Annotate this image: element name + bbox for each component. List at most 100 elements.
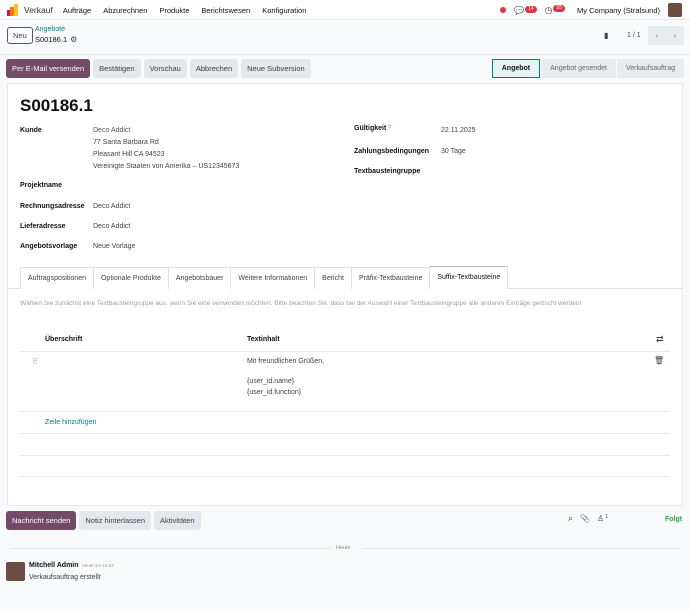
divider [10,548,332,549]
divider [20,411,670,412]
invoice-address-field[interactable]: Deco Addict [93,203,131,210]
customer-label: Kunde [20,127,42,134]
main-menu: Verkauf Aufträge Abzurechnen Produkte Be… [24,0,306,20]
drag-handle-icon[interactable]: ⠿ [32,357,38,366]
column-header-text[interactable]: Textinhalt [247,336,280,343]
breadcrumb: S00186.1 ⚙ [35,35,77,44]
systray: 💬 14 ◷ 55 My Company (Stralsund) [500,0,682,20]
date-separator: Heute [336,545,351,551]
tab-angebotsbauer[interactable]: Angebotsbauer [167,267,231,289]
menu-abzurechnen[interactable]: Abzurechnen [103,5,148,15]
menu-auftraege[interactable]: Aufträge [62,5,92,15]
new-button[interactable]: Neu [7,27,33,44]
tab-bericht[interactable]: Bericht [314,267,351,289]
delivery-address-label: Lieferadresse [20,223,66,230]
payment-terms-label: Zahlungsbedingungen [354,148,430,155]
app-logo-icon[interactable] [7,4,19,16]
author-avatar[interactable] [6,562,25,581]
form-sheet [7,83,683,506]
optional-columns-icon[interactable]: ⇄ [656,334,664,344]
menu-produkte[interactable]: Produkte [159,5,190,15]
customer-address-line: Pleasant Hill CA 94523 [93,151,165,158]
status-angebot-gesendet[interactable]: Angebot gesendet [541,59,616,78]
bookmark-icon[interactable]: ▮ [604,31,609,40]
confirm-button[interactable]: Bestätigen [93,59,141,78]
followers-count: 1 [605,514,608,520]
pager-value[interactable]: 1 / 1 [627,32,641,39]
column-header-heading[interactable]: Überschrift [45,336,83,343]
top-navbar: Verkauf Aufträge Abzurechnen Produkte Be… [0,0,690,20]
delivery-address-field[interactable]: Deco Addict [93,223,131,230]
activities-badge: 55 [553,4,566,12]
tab-praefix-textbausteine[interactable]: Präfix-Textbausteine [350,267,430,289]
text-content-line[interactable]: {user_id.name} [247,378,295,385]
message-body: Verkaufsauftrag erstellt [29,574,101,581]
followers-button[interactable]: ♙ 1 [597,514,608,523]
cancel-button[interactable]: Abbrechen [189,59,239,78]
divider [20,351,670,352]
breadcrumb-current: S00186.1 [35,35,68,44]
project-label: Projektname [20,182,63,189]
invoice-address-label: Rechnungsadresse [20,203,85,210]
gear-icon[interactable]: ⚙ [70,35,78,44]
clock-icon[interactable]: ◷ [544,4,553,15]
quote-template-field[interactable]: Neue Vorlage [93,243,136,250]
payment-terms-field[interactable]: 30 Tage [441,148,466,155]
chatter-buttons: Nachricht senden Notiz hinterlassen Akti… [6,511,204,530]
validity-label-group: Gültigkeit ? [354,125,391,132]
company-switcher[interactable]: My Company (Stralsund) [577,5,660,15]
message-header: Mitchell Admin Heute um 15:53 [29,562,114,569]
status-verkaufsauftrag[interactable]: Verkaufsauftrag [616,59,684,78]
messages-menu[interactable]: 💬 14 [514,5,537,15]
followers-icon[interactable]: ♙ [597,514,605,523]
menu-konfiguration[interactable]: Konfiguration [262,5,307,15]
info-notice: Wählen Sie zunächst eine Textbausteingru… [20,300,582,307]
delete-trash-icon[interactable]: 🗑 [654,356,665,365]
quote-template-label: Angebotsvorlage [20,243,78,250]
chatter-tools: ⌕ 📎 ♙ 1 [568,513,608,524]
customer-address-line: Vereinigte Staaten von Amerika – US12345… [93,163,240,170]
messages-icon[interactable]: 💬 [514,5,525,15]
activities-menu[interactable]: ◷ 55 [544,4,566,16]
tab-weitere-informationen[interactable]: Weitere Informationen [230,267,315,289]
customer-address-line: 77 Santa Barbara Rd [93,139,159,146]
divider [362,548,680,549]
tab-suffix-textbausteine[interactable]: Suffix-Textbausteine [429,266,509,289]
text-content-line[interactable]: {user_id.function} [247,389,302,396]
tab-auftragspositionen[interactable]: Auftragspositionen [20,267,93,289]
user-avatar[interactable] [668,3,682,17]
divider [20,455,670,456]
breadcrumb-parent[interactable]: Angebote [35,26,65,33]
message-author[interactable]: Mitchell Admin [29,562,79,569]
divider [20,433,670,434]
status-dot-icon [500,7,507,13]
send-email-button[interactable]: Per E-Mail versenden [6,59,91,78]
add-line-link[interactable]: Zeile hinzufügen [45,419,97,426]
paperclip-icon[interactable]: 📎 [580,514,591,523]
log-note-button[interactable]: Notiz hinterlassen [79,511,151,530]
new-subversion-button[interactable]: Neue Subversion [241,59,311,78]
validity-label: Gültigkeit [354,125,387,132]
validity-field[interactable]: 22.11.2025 [441,127,476,134]
search-icon[interactable]: ⌕ [568,513,574,523]
action-buttons: Per E-Mail versenden Bestätigen Vorschau… [6,59,314,78]
app-name[interactable]: Verkauf [24,5,53,15]
pager-previous-button[interactable]: ‹ [648,26,666,45]
help-tooltip-icon[interactable]: ? [388,125,392,131]
customer-field[interactable]: Deco Addict [93,127,131,134]
preview-button[interactable]: Vorschau [143,59,187,78]
record-title: S00186.1 [20,96,93,115]
activities-button[interactable]: Aktivitäten [154,511,201,530]
messages-badge: 14 [525,5,537,13]
follow-button[interactable]: Folgt [665,516,683,523]
text-content-line[interactable]: Mit freundlichen Grüßen, [247,358,325,365]
divider [0,54,690,55]
status-bar: Angebot Angebot gesendet Verkaufsauftrag [491,59,684,78]
divider [20,476,670,477]
status-angebot[interactable]: Angebot [491,59,541,78]
message-time: Heute um 15:53 [81,563,114,568]
pager-next-button[interactable]: › [666,26,684,45]
tab-optionale-produkte[interactable]: Optionale Produkte [92,267,168,289]
menu-berichtswesen[interactable]: Berichtswesen [201,5,251,15]
send-message-button[interactable]: Nachricht senden [6,511,77,530]
